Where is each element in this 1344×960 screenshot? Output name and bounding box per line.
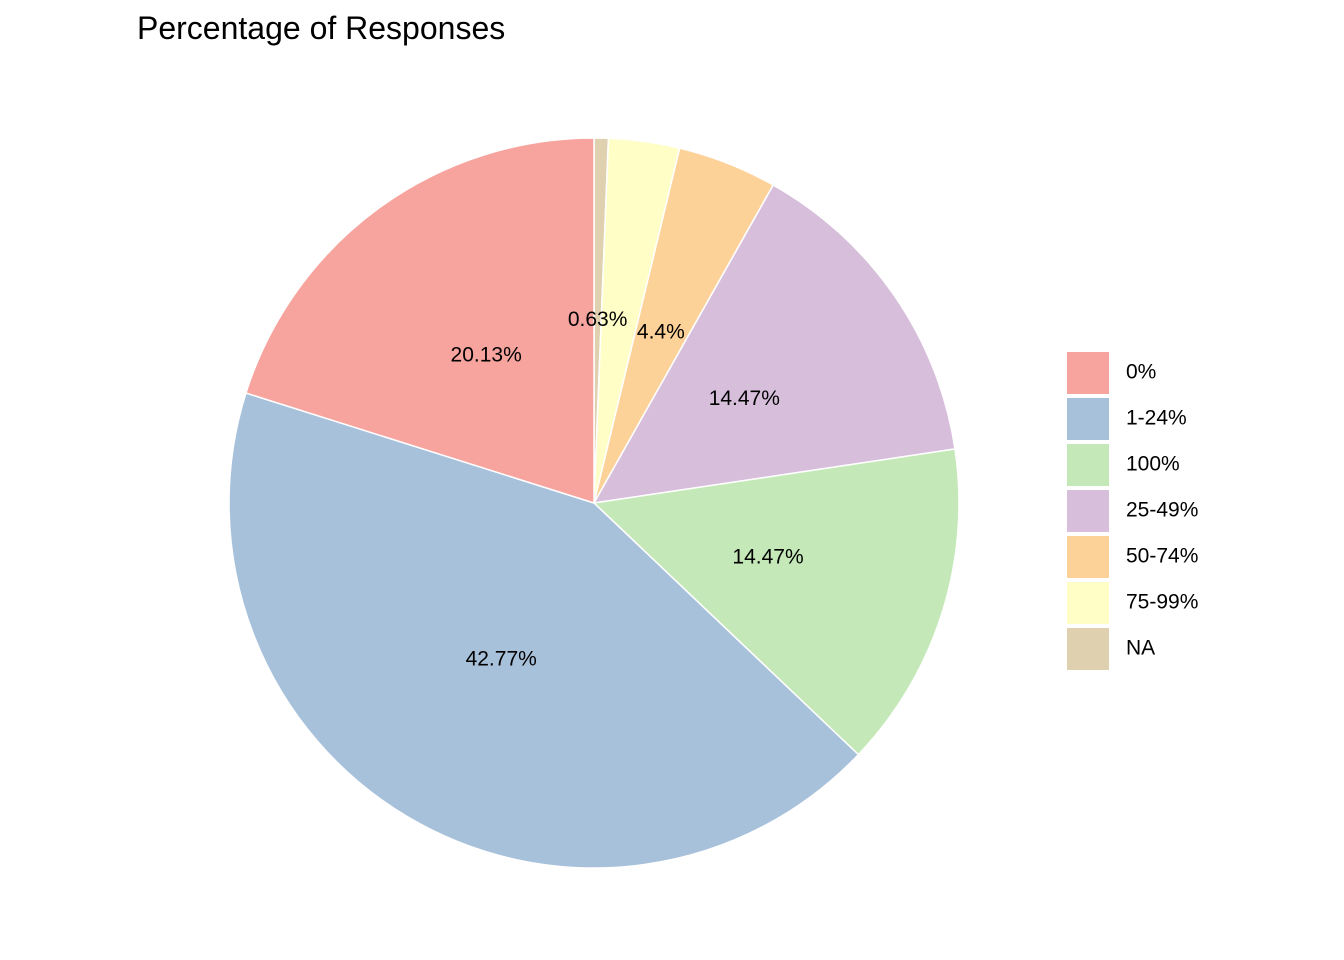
legend-label-25-49pct: 25-49% [1126, 499, 1198, 522]
legend-label-50-74pct: 50-74% [1126, 545, 1198, 568]
legend-key-1-24pct [1067, 398, 1109, 440]
legend-label-0pct: 0% [1126, 361, 1156, 384]
legend-label-75-99pct: 75-99% [1126, 591, 1198, 614]
legend-label-1-24pct: 1-24% [1126, 407, 1187, 430]
slice-label-0pct: 20.13% [451, 343, 522, 366]
legend-key-75-99pct [1067, 582, 1109, 624]
slice-label-50-74pct: 4.4% [637, 321, 685, 344]
slice-label-na: 0.63% [568, 308, 628, 331]
legend-key-0pct [1067, 352, 1109, 394]
pie-slice-0pct [245, 137, 595, 505]
slice-label-25-49pct: 14.47% [709, 387, 780, 410]
pie-slice-1-24pct [228, 392, 860, 869]
pie-slice-100pct [592, 448, 960, 756]
slice-label-100pct: 14.47% [732, 546, 803, 569]
slice-label-1-24pct: 42.77% [466, 648, 537, 671]
pie-slices [228, 137, 960, 869]
pie-slice-25-49pct [592, 184, 956, 504]
pie-slice-labels: 0.63% 4.4% 14.47% 14.47% 42.77% 20.13% [451, 308, 804, 671]
legend-label-na: NA [1126, 637, 1155, 660]
chart-title: Percentage of Responses [137, 10, 505, 46]
legend-key-50-74pct [1067, 536, 1109, 578]
legend-key-na [1067, 628, 1109, 670]
legend-label-100pct: 100% [1126, 453, 1180, 476]
legend-key-100pct [1067, 444, 1109, 486]
legend: 0% 1-24% 100% 25-49% 50-74% 75-99% NA [1067, 352, 1198, 670]
legend-key-25-49pct [1067, 490, 1109, 532]
